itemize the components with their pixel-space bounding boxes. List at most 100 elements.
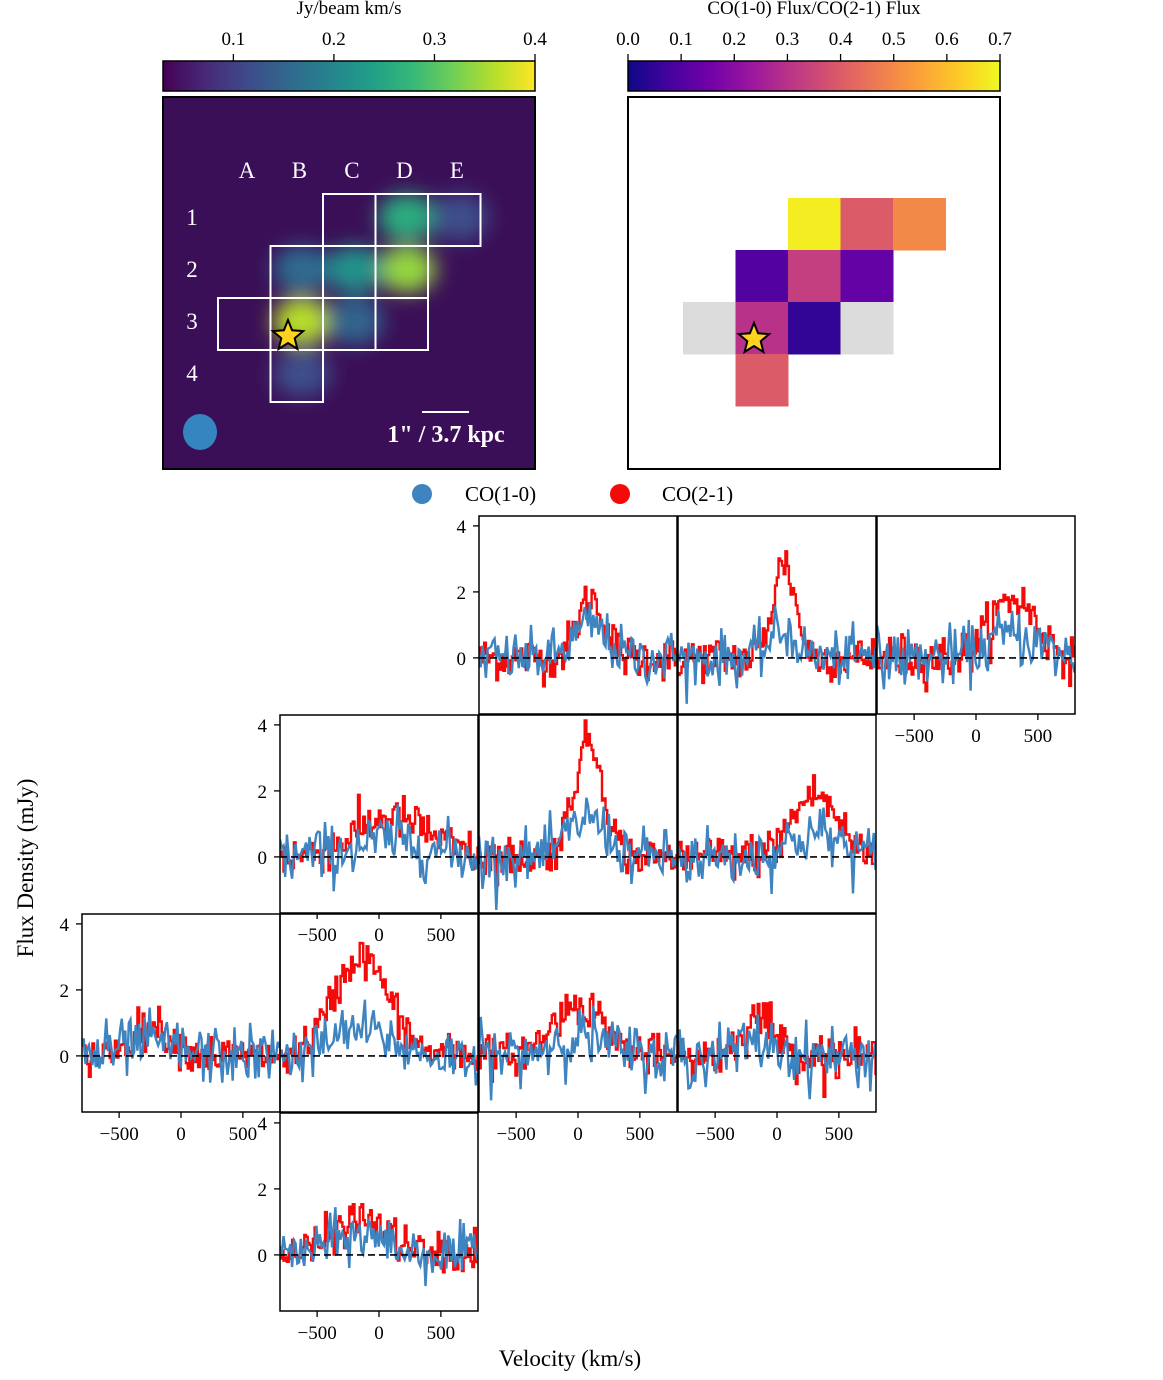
y-tick-label: 2 — [457, 583, 467, 604]
moment0-row-labels: 1 2 3 4 — [186, 205, 198, 386]
grid-cell-B4 — [269, 349, 324, 403]
x-tick-label: −500 — [100, 1124, 139, 1145]
ratio-cell-D3 — [840, 302, 894, 355]
ratio-cell-C3 — [788, 302, 841, 355]
x-tick-label: 500 — [1024, 726, 1053, 747]
ratio-cell-C2 — [788, 250, 841, 303]
panel-frame-D2 — [677, 714, 877, 914]
ratio-cell-A3 — [683, 302, 736, 355]
x-tick-label: 0 — [573, 1124, 583, 1145]
legend-label-co21: CO(2-1) — [662, 482, 733, 506]
ratio-cell-D1 — [840, 198, 894, 251]
ratio-colorbar — [627, 60, 1001, 92]
y-tick-label: 0 — [258, 1246, 268, 1267]
y-tick-label: 2 — [60, 981, 70, 1002]
row-label-4: 4 — [186, 361, 198, 386]
y-tick-label: 0 — [258, 848, 268, 869]
panel-frame-A3 — [81, 913, 281, 1113]
co21-spectrum-B4 — [280, 1203, 478, 1274]
moment0-column-labels: A B C D E — [239, 158, 464, 183]
moment0-emission — [273, 194, 489, 397]
y-tick-label: 2 — [258, 782, 268, 803]
moment0-colorbar-tick-label: 0.2 — [322, 29, 346, 50]
ratio-colorbar-tick-label: 0.2 — [722, 29, 746, 50]
spectrum-panel-C3: −500 0 500 — [478, 913, 678, 1145]
x-tick-label: −500 — [298, 925, 337, 946]
spectrum-panel-B4: 0 2 4 −500 0 500 — [258, 1112, 479, 1344]
panel-frame-B3 — [279, 913, 479, 1113]
grid-cell-E1 — [427, 193, 482, 247]
ratio-colorbar-tick-label: 0.1 — [669, 29, 693, 50]
co10-spectrum-C2 — [479, 797, 677, 911]
moment0-colorbar-tick-label: 0.3 — [423, 29, 447, 50]
ratio-colorbar-tick-label: 0.3 — [776, 29, 800, 50]
emission-blob — [430, 194, 489, 241]
co10-spectrum-B2 — [280, 804, 478, 892]
ratio-colorbar-ticks: 0.0 0.1 0.2 0.3 0.4 0.5 0.6 0.7 — [616, 29, 1012, 61]
emission-blob — [273, 350, 331, 397]
y-tick-label: 4 — [60, 915, 70, 936]
y-tick-label: 0 — [60, 1047, 70, 1068]
co10-spectrum-B4 — [280, 1207, 478, 1287]
moment0-colorbar — [162, 60, 536, 92]
ratio-colorbar-tick-label: 0.0 — [616, 29, 640, 50]
x-tick-label: 0 — [772, 1124, 782, 1145]
spectra-grid: 0 2 4 −500 0 500 0 2 4 −500 0 500 0 2 4 −500 0 500 −500 0 50… — [60, 515, 1076, 1344]
emission-blob — [325, 298, 384, 345]
panel-frame-B4 — [279, 1112, 479, 1312]
x-tick-label: −500 — [895, 726, 934, 747]
ratio-cell-C1 — [788, 198, 841, 251]
spectrum-panel-C1: 0 2 4 — [457, 515, 678, 715]
x-tick-label: −500 — [696, 1124, 735, 1145]
co21-spectrum-C2 — [479, 719, 677, 887]
co10-spectrum-D2 — [678, 807, 876, 895]
panel-frame-C1 — [478, 515, 678, 715]
y-tick-label: 2 — [258, 1180, 268, 1201]
spectrum-panel-B2: 0 2 4 −500 0 500 — [258, 714, 479, 946]
beam-ellipse — [183, 414, 217, 450]
y-tick-label: 4 — [457, 517, 467, 538]
x-tick-label: 0 — [374, 925, 384, 946]
moment0-colorbar-ticks: 0.1 0.2 0.3 0.4 — [222, 29, 547, 61]
co10-spectrum-A3 — [82, 1007, 280, 1083]
column-label-C: C — [344, 158, 359, 183]
x-tick-label: 500 — [229, 1124, 258, 1145]
ratio-cell-B2 — [735, 250, 789, 303]
legend: CO(1-0) CO(2-1) — [412, 482, 733, 506]
co10-spectrum-E1 — [877, 609, 1075, 691]
legend-marker-co10 — [412, 484, 432, 504]
moment0-colorbar-tick-label: 0.1 — [222, 29, 246, 50]
x-tick-label: 0 — [374, 1323, 384, 1344]
ratio-colorbar-tick-label: 0.4 — [829, 29, 853, 50]
legend-marker-co21 — [610, 484, 630, 504]
spectrum-panel-B3 — [279, 913, 479, 1113]
column-label-A: A — [239, 158, 256, 183]
spectrum-panel-D2 — [677, 714, 877, 914]
emission-blob — [325, 246, 384, 293]
row-label-2: 2 — [186, 257, 198, 282]
moment0-map-frame — [162, 96, 536, 470]
spectrum-panel-D3: −500 0 500 — [677, 913, 877, 1145]
x-tick-label: 0 — [971, 726, 981, 747]
spectrum-panel-E1: −500 0 500 — [876, 515, 1076, 747]
x-tick-label: 500 — [427, 925, 456, 946]
column-label-E: E — [450, 158, 464, 183]
ratio-map-frame — [627, 96, 1001, 470]
ratio-cell-B4 — [735, 354, 789, 407]
column-label-D: D — [396, 158, 413, 183]
spectrum-panel-A3: 0 2 4 −500 0 500 — [60, 913, 281, 1145]
co10-spectrum-D1 — [678, 605, 876, 704]
y-tick-label: 4 — [258, 716, 268, 737]
panel-frame-C2 — [478, 714, 678, 914]
x-tick-label: −500 — [497, 1124, 536, 1145]
ratio-colorbar-label: CO(1-0) Flux/CO(2-1) Flux — [707, 0, 921, 19]
x-tick-label: 500 — [427, 1323, 456, 1344]
spectra-x-axis-label: Velocity (km/s) — [499, 1346, 641, 1371]
agn-star-marker-ratio — [736, 320, 772, 355]
row-label-3: 3 — [186, 309, 198, 334]
y-tick-label: 4 — [258, 1114, 268, 1135]
emission-blob — [378, 246, 436, 293]
co10-spectrum-B3 — [280, 999, 478, 1086]
spectrum-panel-D1 — [677, 515, 877, 715]
